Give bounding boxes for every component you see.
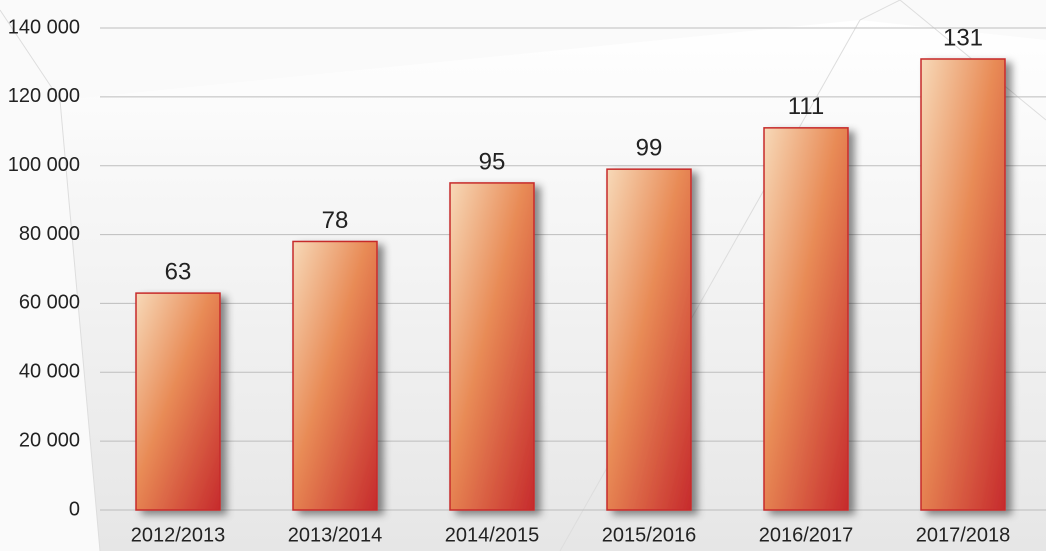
y-tick-label: 20 000: [19, 429, 80, 451]
y-tick-label: 140 000: [8, 16, 80, 38]
value-label: 78: [322, 207, 349, 234]
y-tick-label: 0: [69, 498, 80, 520]
bar: [921, 59, 1005, 510]
value-label: 63: [165, 258, 192, 285]
x-tick-label: 2015/2016: [602, 524, 697, 546]
bar: [764, 128, 848, 510]
value-label: 111: [788, 93, 824, 120]
x-tick-label: 2014/2015: [445, 524, 540, 546]
x-tick-label: 2017/2018: [916, 524, 1011, 546]
x-tick-label: 2012/2013: [131, 524, 226, 546]
value-label: 99: [636, 135, 663, 162]
y-tick-label: 60 000: [19, 292, 80, 314]
x-tick-label: 2016/2017: [759, 524, 854, 546]
bar: [450, 183, 534, 510]
bar: [607, 169, 691, 510]
chart: 0 20 000 40 000 60 000 80 000 100 000 120 000 1…: [0, 0, 1046, 551]
y-tick-label: 100 000: [8, 154, 80, 176]
x-tick-label: 2013/2014: [288, 524, 383, 546]
y-tick-label: 80 000: [19, 223, 80, 245]
bar: [293, 241, 377, 510]
y-tick-label: 40 000: [19, 361, 80, 383]
value-label: 95: [479, 148, 506, 175]
bar: [136, 293, 220, 510]
value-label: 131: [943, 24, 983, 51]
y-tick-label: 120 000: [8, 85, 80, 107]
